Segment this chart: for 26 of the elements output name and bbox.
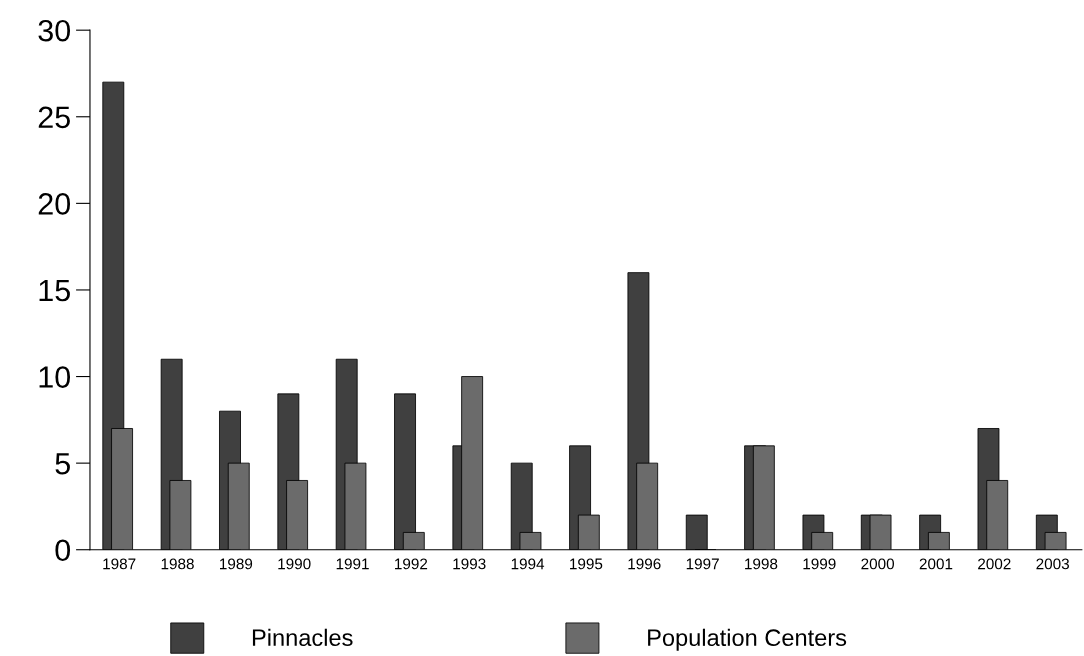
- y-tick-label: 20: [38, 193, 71, 215]
- x-tick-label: 1997: [686, 558, 719, 570]
- x-tick-label: 1989: [220, 558, 253, 570]
- legend-label: Population Centers: [648, 628, 847, 651]
- y-tick-label: 30: [38, 19, 71, 42]
- x-tick-label: 2003: [1036, 558, 1069, 570]
- y-tick-label: 5: [55, 453, 70, 475]
- y-tick-label: 10: [39, 366, 71, 388]
- x-tick-label: 1996: [628, 558, 661, 570]
- x-tick-label: 1988: [161, 558, 194, 570]
- x-tick-label: 1987: [103, 558, 136, 570]
- x-tick-label: 1993: [453, 558, 486, 570]
- x-tick-label: 1990: [278, 558, 311, 570]
- x-tick-label: 1991: [336, 558, 369, 570]
- x-tick-label: 1992: [395, 558, 428, 570]
- x-tick-label: 2001: [919, 558, 953, 570]
- y-tick-label: 25: [38, 106, 70, 129]
- x-tick-label: 1994: [511, 558, 545, 570]
- x-tick-label: 1995: [570, 558, 603, 570]
- x-tick-label: 2002: [978, 558, 1011, 570]
- x-tick-label: 1998: [745, 558, 778, 570]
- y-tick-label: 0: [55, 539, 71, 562]
- x-tick-label: 1999: [803, 558, 836, 570]
- y-tick-label: 15: [39, 280, 70, 302]
- x-tick-label: 2000: [861, 558, 895, 570]
- legend-label: Pinnacles: [252, 628, 353, 647]
